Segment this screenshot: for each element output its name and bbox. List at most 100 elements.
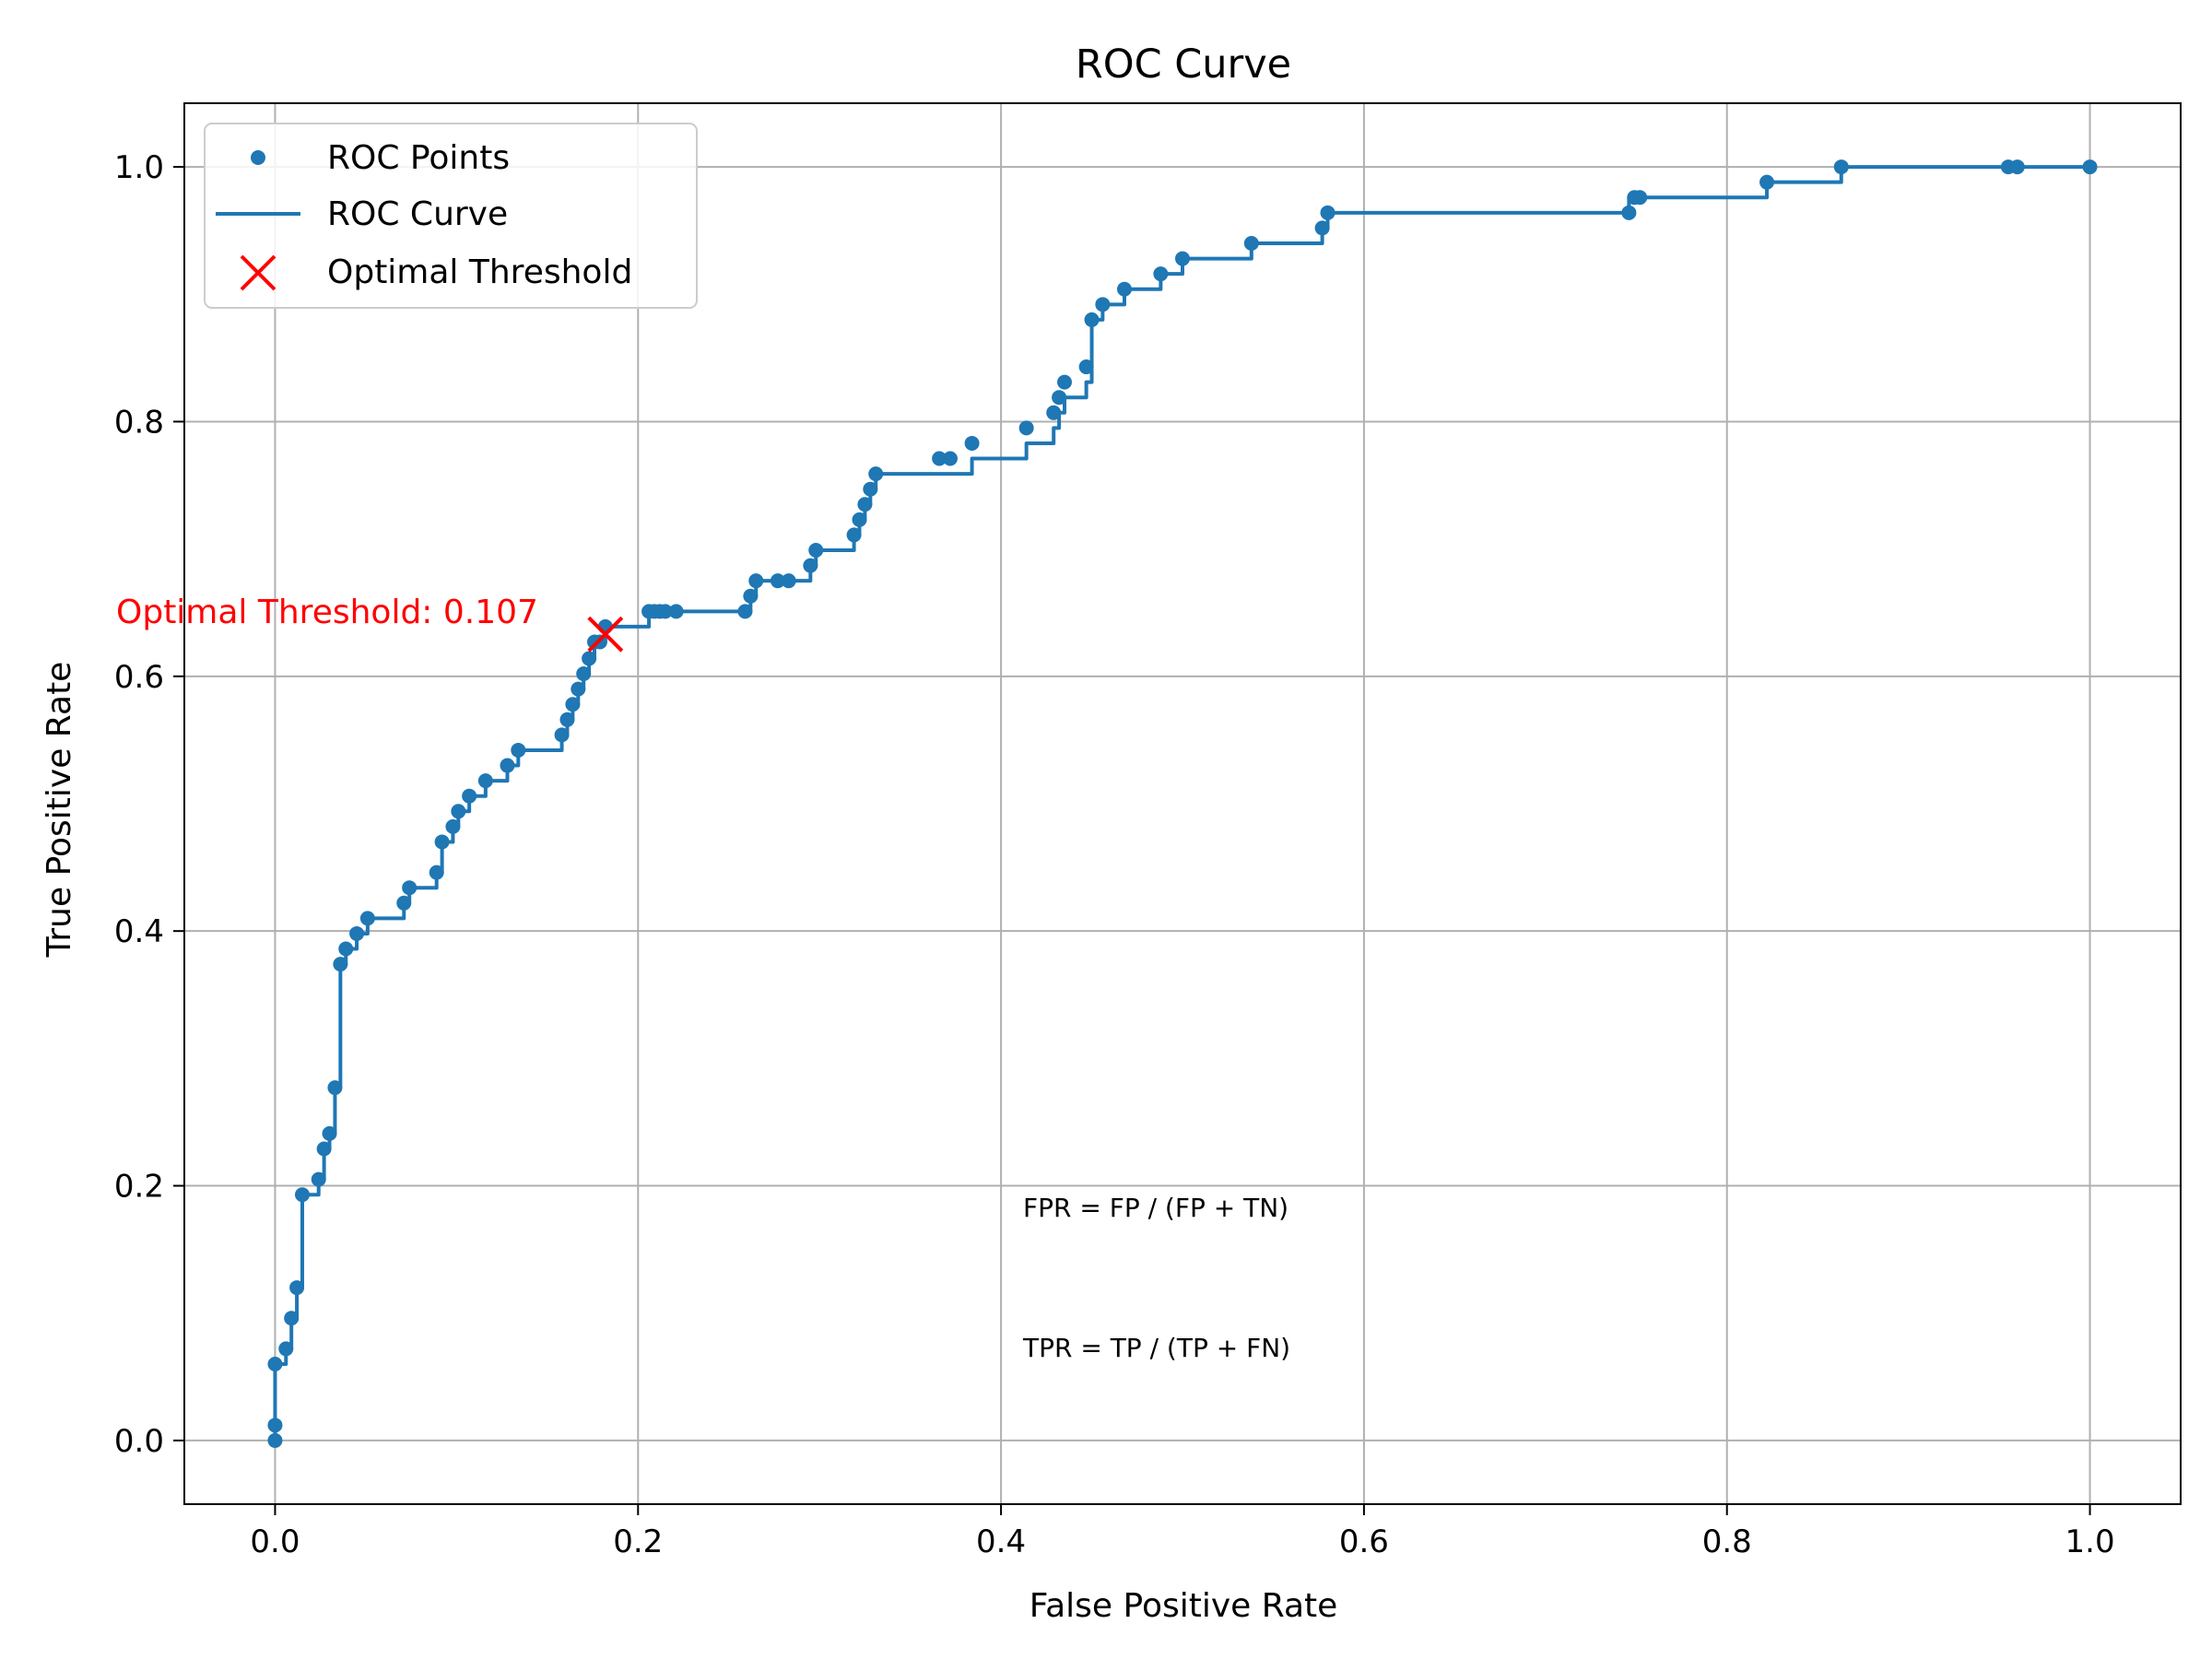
- axes: 0.0 0.2 0.4 0.6 0.8 1.0 0.0 0.2 0.4 0.6 0.8 1.0: [114, 102, 2182, 1560]
- roc-point: [327, 1080, 343, 1096]
- roc-point: [748, 573, 764, 589]
- roc-point: [284, 1311, 300, 1326]
- roc-point: [743, 588, 759, 604]
- legend-marker-optimal: [240, 254, 276, 291]
- roc-point: [1314, 220, 1330, 236]
- roc-point: [565, 697, 581, 712]
- roc-point: [582, 651, 597, 666]
- x-tick-label: 0.2: [613, 1524, 663, 1560]
- roc-point: [1153, 266, 1169, 282]
- roc-point: [657, 604, 673, 619]
- roc-point: [863, 481, 878, 497]
- roc-point: [1046, 405, 1062, 420]
- roc-point: [1052, 390, 1067, 406]
- roc-point: [932, 451, 947, 466]
- y-tick-label: 0.4: [114, 913, 164, 950]
- tpr-formula: TPR = TP / (TP + FN): [1022, 1333, 1290, 1363]
- roc-point: [1078, 359, 1094, 375]
- roc-point: [396, 895, 412, 911]
- roc-point: [770, 573, 785, 589]
- y-tick-label: 0.2: [114, 1169, 164, 1206]
- x-tick-label: 1.0: [2065, 1524, 2115, 1560]
- roc-point: [1018, 420, 1034, 436]
- roc-point: [289, 1280, 305, 1296]
- y-tick-label: 0.8: [114, 404, 164, 441]
- roc-point: [868, 466, 884, 482]
- roc-point: [311, 1171, 326, 1187]
- roc-curve-line: [273, 165, 2090, 1441]
- fpr-formula: FPR = FP / (FP + TN): [1023, 1193, 1288, 1223]
- optimal-threshold-marker: [587, 616, 624, 653]
- grid: [184, 103, 2181, 1504]
- roc-point: [2082, 159, 2098, 175]
- roc-point: [1621, 205, 1637, 220]
- roc-point: [316, 1141, 332, 1157]
- roc-point: [402, 880, 418, 896]
- roc-point: [1320, 205, 1335, 220]
- roc-point: [477, 773, 493, 789]
- roc-point: [668, 604, 684, 619]
- roc-point: [554, 727, 570, 743]
- roc-point: [1175, 251, 1190, 266]
- roc-point: [1243, 236, 1259, 251]
- roc-point: [559, 712, 575, 727]
- x-tick-label: 0.4: [976, 1524, 1026, 1560]
- roc-point: [434, 834, 450, 850]
- x-tick-label: 0.6: [1339, 1524, 1389, 1560]
- roc-point: [1057, 374, 1073, 390]
- roc-point: [451, 804, 466, 819]
- roc-point: [294, 1187, 310, 1203]
- optimal-x-stroke: [587, 616, 624, 653]
- roc-point: [942, 451, 958, 466]
- optimal-threshold-annotation: Optimal Threshold: 0.107: [116, 594, 538, 631]
- legend-entry-optimal-threshold: Optimal Threshold: [327, 253, 632, 291]
- roc-point: [737, 604, 753, 619]
- roc-point: [781, 573, 796, 589]
- roc-point: [267, 1418, 283, 1433]
- x-axis-label: False Positive Rate: [1030, 1587, 1338, 1625]
- legend: ROC Points ROC Curve Optimal Threshold: [204, 123, 698, 309]
- roc-point: [857, 497, 873, 512]
- plot-frame: [183, 102, 2182, 1505]
- roc-point: [333, 957, 348, 972]
- roc-point: [500, 758, 515, 773]
- roc-point: [462, 788, 477, 804]
- y-tick-label: 0.6: [114, 659, 164, 696]
- roc-point: [846, 527, 862, 543]
- roc-point: [1833, 159, 1849, 175]
- y-tick-label: 1.0: [114, 149, 164, 186]
- legend-entry-roc-points: ROC Points: [327, 139, 510, 177]
- chart-title: ROC Curve: [1076, 41, 1291, 88]
- legend-marker-roc-points: [251, 150, 265, 165]
- legend-box: [204, 123, 698, 309]
- roc-point: [576, 666, 592, 682]
- roc-point: [1095, 297, 1111, 312]
- roc-point: [964, 435, 980, 451]
- roc-point: [511, 742, 526, 758]
- roc-point: [322, 1125, 337, 1141]
- x-tick-label: 0.0: [250, 1524, 300, 1560]
- roc-point: [445, 818, 461, 834]
- roc-point: [429, 865, 444, 880]
- roc-point: [338, 941, 354, 957]
- x-tick-label: 0.8: [1702, 1524, 1752, 1560]
- roc-point: [571, 681, 586, 697]
- roc-point: [278, 1341, 294, 1357]
- roc-point: [1759, 174, 1775, 190]
- roc-point: [267, 1357, 283, 1371]
- roc-point: [1084, 312, 1100, 327]
- roc-point: [1116, 281, 1132, 297]
- roc-point: [349, 925, 365, 941]
- series-layer: [267, 159, 2098, 1448]
- legend-entry-roc-curve: ROC Curve: [327, 195, 508, 233]
- roc-point: [359, 911, 375, 926]
- roc-point: [267, 1432, 283, 1448]
- roc-point: [2009, 159, 2025, 175]
- y-axis-label: True Positive Rate: [41, 662, 78, 959]
- roc-point: [852, 512, 867, 527]
- y-tick-label: 0.0: [114, 1423, 164, 1460]
- roc-point: [1632, 190, 1648, 206]
- roc-point: [808, 543, 824, 559]
